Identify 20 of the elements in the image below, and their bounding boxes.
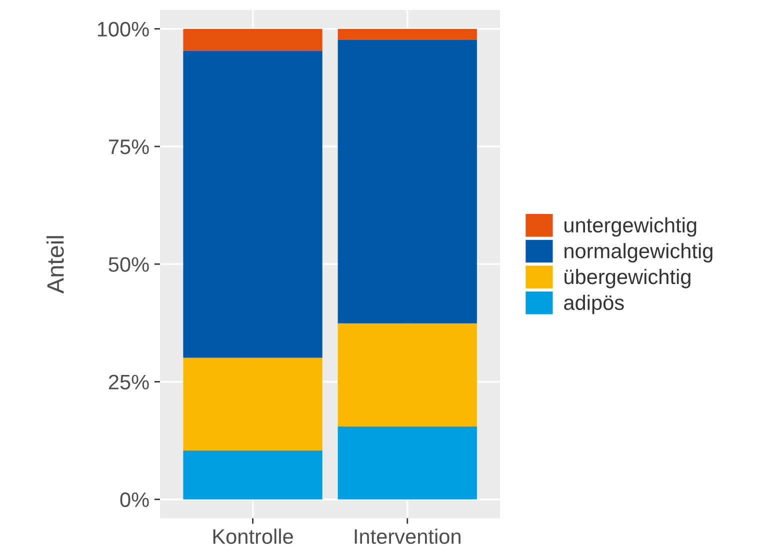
bar: [183, 28, 322, 51]
x-tick-label: Kontrolle: [213, 528, 293, 544]
legend-label: untergewichtig: [564, 217, 696, 237]
y-tick-label: 75%: [108, 140, 149, 154]
bar: [338, 28, 477, 40]
bar: [338, 40, 477, 324]
y-tick-label: 50%: [108, 257, 149, 272]
legend-label: adipös: [564, 294, 624, 314]
bar: [183, 450, 322, 500]
y-axis-title: Anteil: [46, 236, 64, 294]
y-tick-label: 0%: [120, 492, 149, 508]
legend-label: übergewichtig: [564, 268, 690, 288]
bar: [338, 426, 477, 500]
bar: [183, 358, 322, 450]
bar: [183, 50, 322, 358]
x-tick-label: Intervention: [354, 528, 460, 544]
y-tick-label: 100%: [98, 22, 149, 37]
legend-label: normalgewichtig: [564, 243, 712, 262]
y-tick-label: 25%: [108, 374, 149, 390]
bar: [338, 323, 477, 426]
